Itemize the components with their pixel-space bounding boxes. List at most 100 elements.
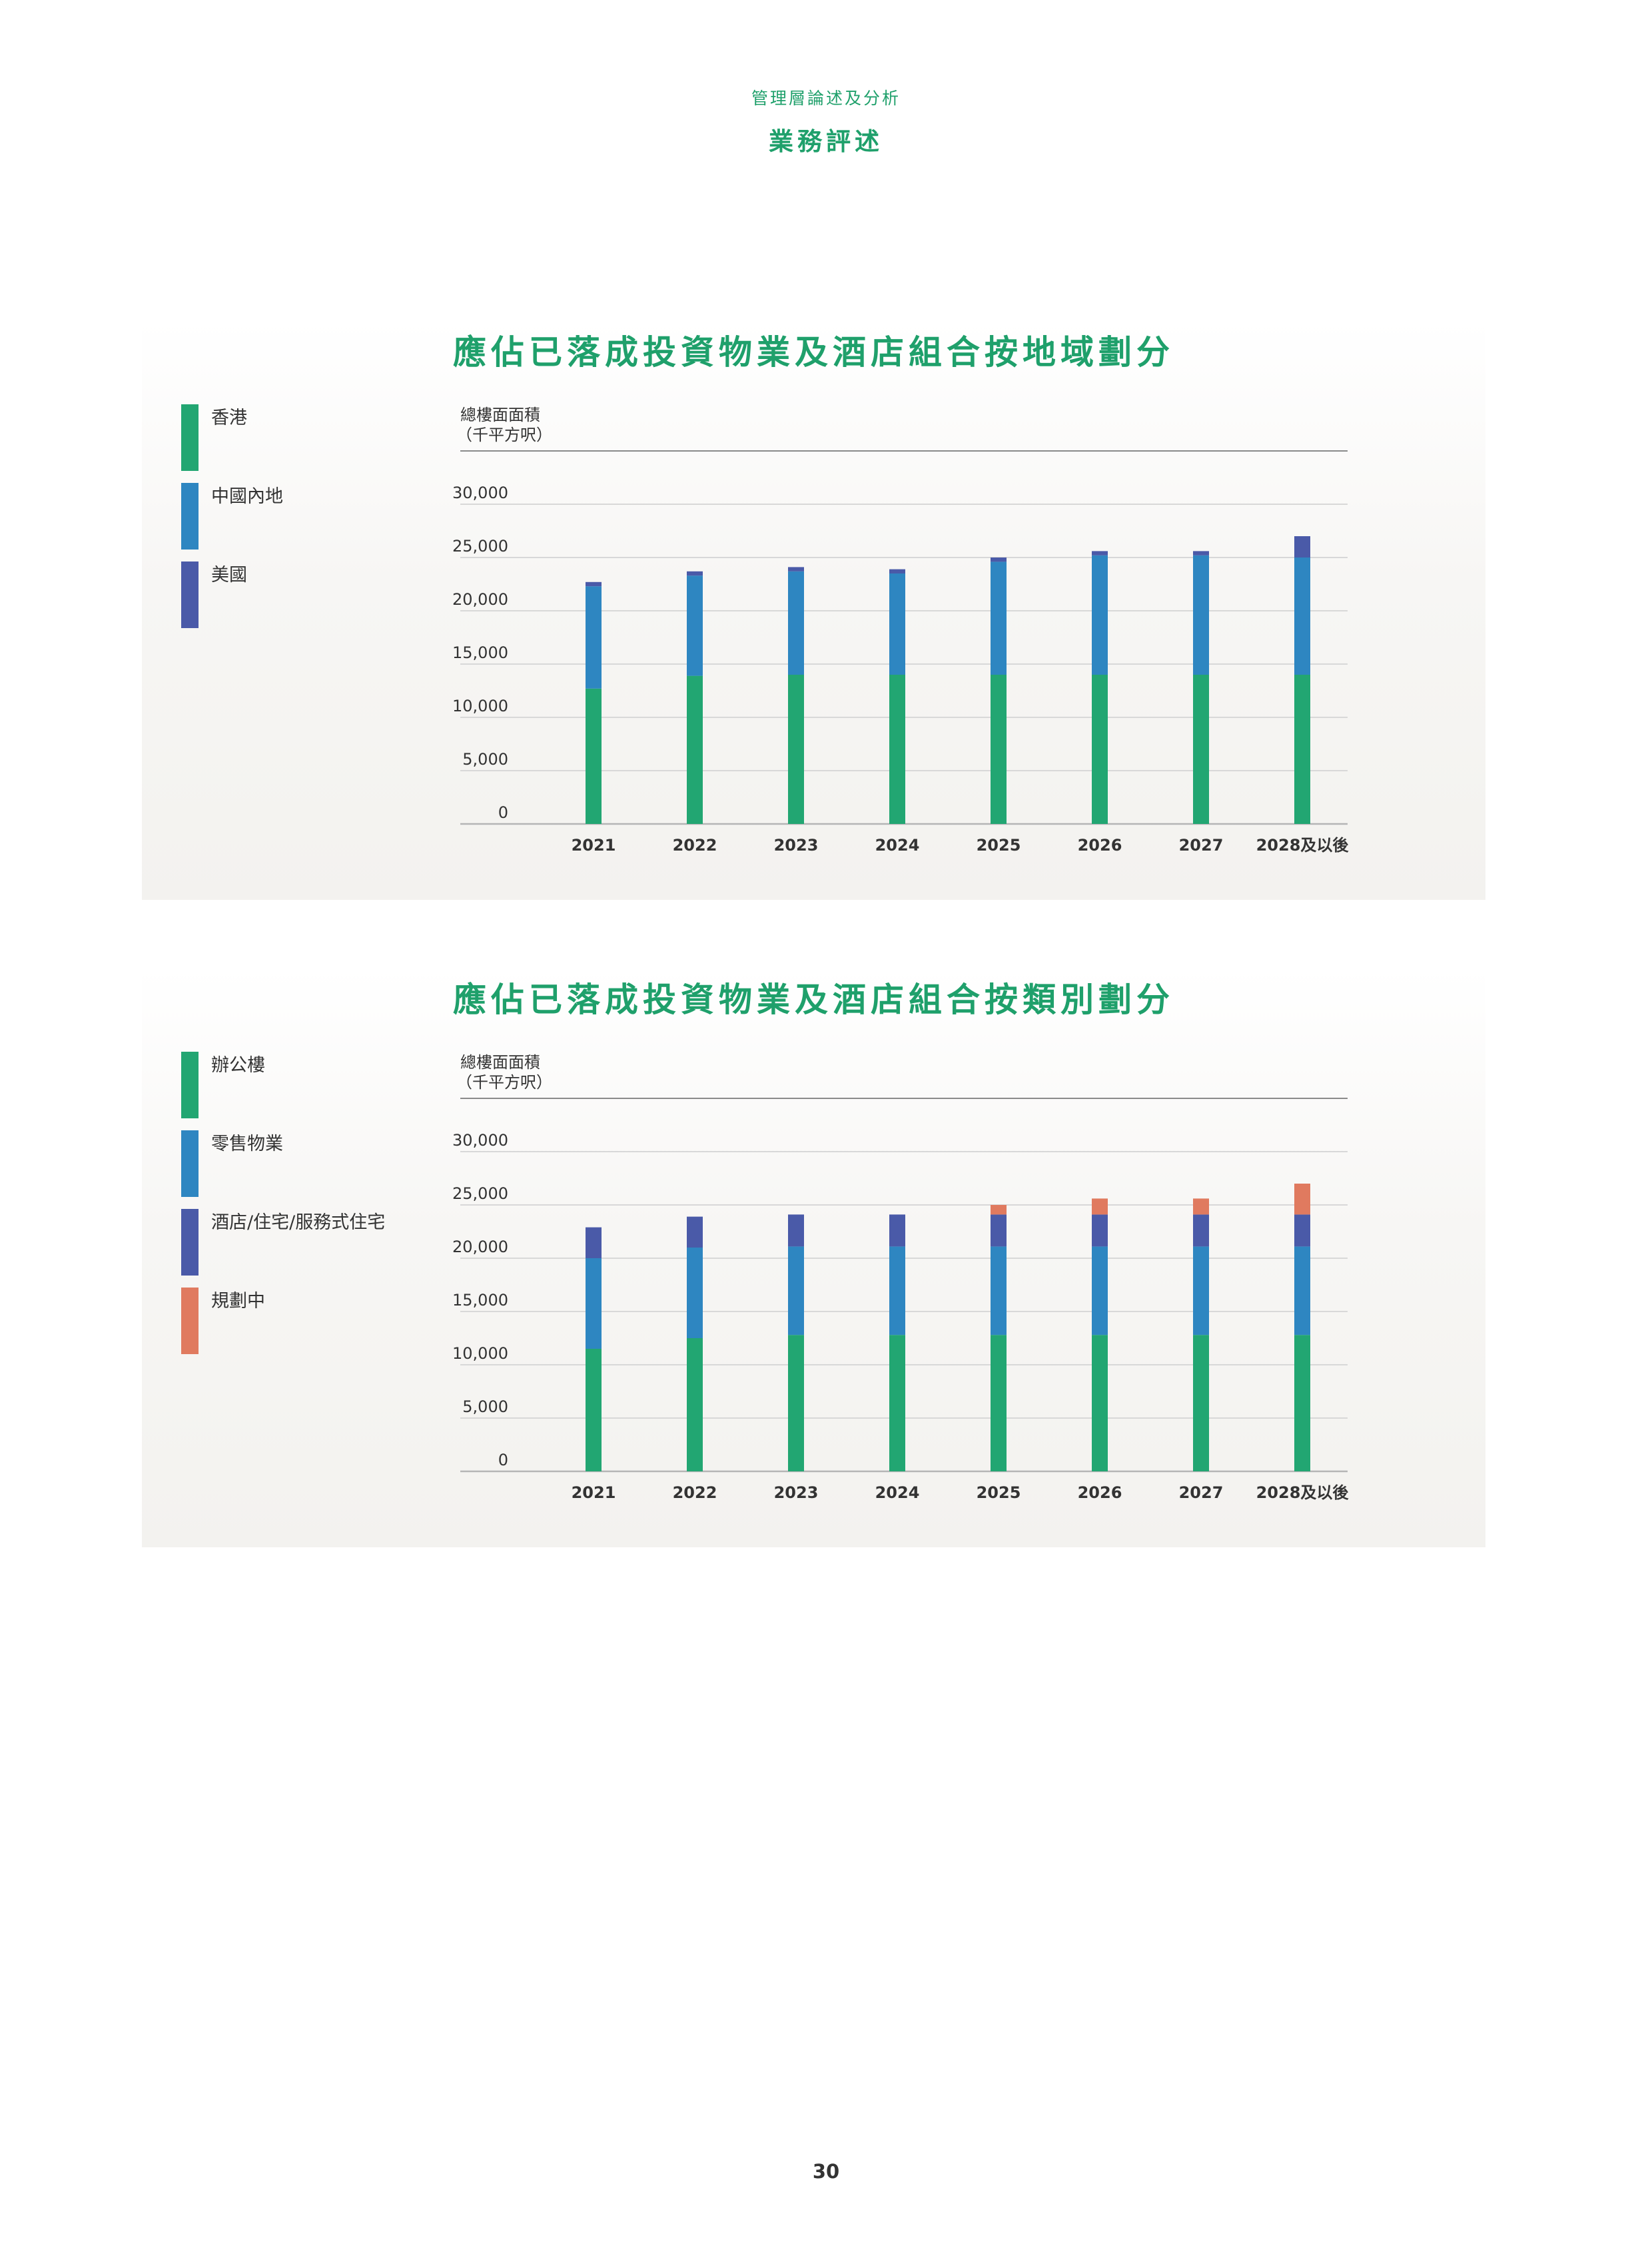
legend-swatch [181,1052,199,1118]
bar-segment [788,1214,804,1247]
bar-segment [1294,558,1310,675]
bar-segment [1193,675,1209,824]
bar-segment [586,1349,602,1471]
bar-segment [889,1214,905,1247]
x-tick-label: 2025 [977,1483,1021,1502]
bar-segment [1294,1214,1310,1247]
bar-segment [1193,1214,1209,1247]
bar-segment [991,1205,1007,1215]
bar-segment [991,561,1007,675]
bar-segment [687,571,703,576]
chart-title: 應佔已落成投資物業及酒店組合按地域劃分 [453,333,1174,372]
section-subtitle: 管理層論述及分析 [751,89,901,108]
y-axis-title: 總樓面面積 [460,1053,540,1072]
bar-segment [687,1338,703,1471]
bar-segment [586,586,602,689]
bar-segment [1092,1198,1108,1215]
bar-segment [1092,675,1108,824]
y-tick-label: 15,000 [452,1291,508,1309]
page-number: 30 [812,2160,840,2183]
bar-segment [1294,1335,1310,1471]
legend-swatch [181,483,199,550]
y-tick-label: 30,000 [452,1131,508,1150]
chart-title: 應佔已落成投資物業及酒店組合按類別劃分 [453,980,1174,1019]
bar-segment [1193,1335,1209,1471]
y-tick-label: 5,000 [462,750,508,769]
bar-segment [586,688,602,824]
bar-segment [1294,675,1310,824]
bar-segment [991,675,1007,824]
bar-segment [1193,551,1209,556]
bar-segment [687,1216,703,1248]
y-tick-label: 25,000 [452,1184,508,1203]
legend-label: 香港 [211,408,247,428]
legend-label: 酒店/住宅/服務式住宅 [211,1212,386,1233]
bar-segment [788,571,804,675]
bar-segment [1092,1214,1108,1247]
y-tick-label: 10,000 [452,1344,508,1363]
x-tick-label: 2026 [1078,1483,1122,1502]
bar-segment [586,581,602,587]
x-tick-label: 2023 [774,1483,819,1502]
category-chart-panel: 應佔已落成投資物業及酒店組合按類別劃分 辦公樓 零售物業 酒店/住宅/服務式住宅… [142,968,1485,1547]
x-tick-label: 2028及以後 [1256,836,1350,855]
bar-segment [687,675,703,824]
legend-label: 零售物業 [211,1134,283,1154]
x-tick-label: 2027 [1179,836,1224,855]
legend-swatch [181,1209,199,1276]
stacked-bar-chart: 總樓面面積（千平方呎）05,00010,00015,00020,00025,00… [452,1053,1350,1502]
bar-segment [788,1335,804,1471]
x-tick-label: 2028及以後 [1256,1483,1350,1502]
x-tick-label: 2022 [673,1483,717,1502]
bar-segment [991,558,1007,562]
y-tick-label: 30,000 [452,484,508,502]
bar-segment [1092,551,1108,556]
bar-segment [1092,555,1108,675]
bar-segment [889,573,905,675]
bar-segment [1092,1246,1108,1335]
legend-swatch [181,1130,199,1197]
y-tick-label: 15,000 [452,643,508,662]
y-tick-label: 10,000 [452,697,508,715]
bar-segment [889,569,905,573]
legend-label: 中國內地 [211,486,283,507]
bar-segment [788,567,804,571]
bar-segment [889,675,905,824]
x-tick-label: 2026 [1078,836,1122,855]
bar-segment [586,1227,602,1258]
bar-segment [991,1335,1007,1471]
y-axis-title: 總樓面面積 [460,406,540,424]
y-tick-label: 5,000 [462,1397,508,1416]
x-tick-label: 2022 [673,836,717,855]
x-tick-label: 2024 [875,836,920,855]
x-tick-label: 2021 [572,836,616,855]
bar-segment [586,1258,602,1349]
x-tick-label: 2021 [572,1483,616,1502]
stacked-bar-chart: 總樓面面積（千平方呎）05,00010,00015,00020,00025,00… [452,406,1350,855]
y-axis-unit: （千平方呎） [456,426,552,444]
bar-segment [1193,1198,1209,1215]
bar-segment [991,1214,1007,1247]
bar-segment [1193,1246,1209,1335]
bar-segment [889,1335,905,1471]
legend-swatch [181,561,199,628]
x-tick-label: 2023 [774,836,819,855]
x-tick-label: 2024 [875,1483,920,1502]
x-tick-label: 2025 [977,836,1021,855]
bar-segment [788,1246,804,1335]
legend-swatch [181,404,199,471]
bar-segment [1294,536,1310,558]
bar-segment [1294,1184,1310,1215]
y-axis-unit: （千平方呎） [456,1073,552,1092]
bar-segment [991,1246,1007,1335]
bar-segment [687,575,703,676]
legend-label: 辦公樓 [211,1055,265,1076]
bar-segment [788,675,804,824]
y-tick-label: 0 [498,1451,508,1469]
bar-segment [1193,555,1209,675]
bar-segment [1092,1335,1108,1471]
legend-swatch [181,1288,199,1354]
y-tick-label: 20,000 [452,590,508,609]
y-tick-label: 0 [498,803,508,822]
geography-chart-panel: 應佔已落成投資物業及酒店組合按地域劃分 香港 中國內地 美國 總樓面面積 （千平方… [142,320,1485,900]
